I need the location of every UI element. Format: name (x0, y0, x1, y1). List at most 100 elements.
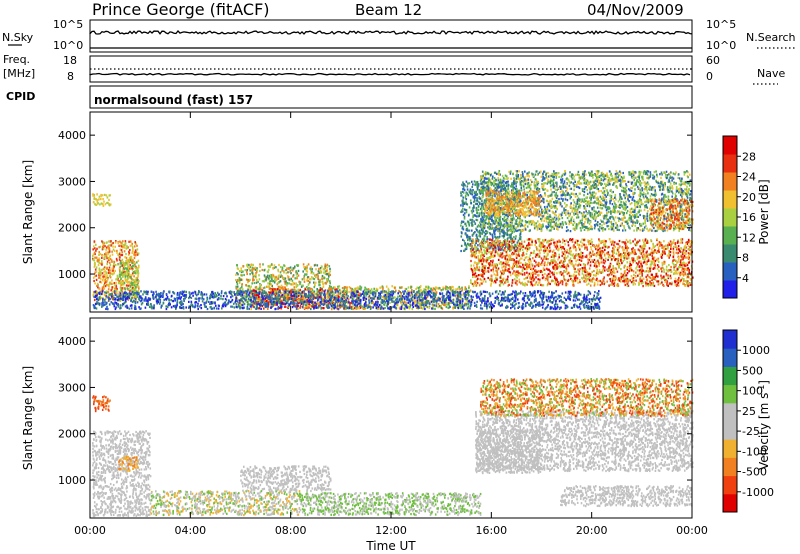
scatter-cell (96, 275, 98, 277)
scatter-cell (258, 298, 260, 300)
scatter-cell (287, 288, 289, 290)
scatter-cell (297, 265, 299, 267)
scatter-cell (483, 244, 485, 246)
scatter-cell (95, 269, 97, 271)
scatter-cell (465, 288, 467, 290)
scatter-cell (560, 282, 562, 284)
scatter-cell (368, 288, 370, 290)
scatter-cell (512, 265, 514, 267)
scatter-cell (107, 284, 109, 286)
scatter-cell (474, 180, 476, 182)
scatter-cell (445, 303, 447, 305)
scatter-cell (560, 266, 562, 268)
scatter-cell (102, 198, 104, 200)
scatter-cell (299, 289, 301, 291)
scatter-cell (689, 261, 691, 263)
scatter-cell (474, 223, 476, 225)
scatter-cell (602, 271, 604, 273)
scatter-cell (682, 242, 684, 244)
scatter-cell (364, 289, 366, 291)
scatter-cell (263, 308, 265, 310)
scatter-cell (640, 263, 642, 265)
scatter-cell (625, 247, 627, 249)
scatter-cell (458, 286, 460, 288)
scatter-cell (132, 248, 134, 250)
scatter-cell (512, 214, 514, 216)
scatter-cell (102, 194, 104, 196)
scatter-cell (129, 252, 131, 254)
scatter-cell (328, 275, 330, 277)
scatter-cell (530, 267, 532, 269)
scatter-cell (478, 269, 480, 271)
scatter-cell (364, 287, 366, 289)
scatter-cell (329, 274, 331, 276)
scatter-cell (484, 273, 486, 275)
scatter-cell (120, 266, 122, 268)
scatter-cell (347, 295, 349, 297)
scatter-cell (670, 275, 672, 277)
scatter-cell (103, 286, 105, 288)
scatter-cell (645, 276, 647, 278)
scatter-cell (596, 265, 598, 267)
scatter-cell (257, 301, 259, 303)
scatter-cell (129, 281, 131, 283)
scatter-cell (120, 254, 122, 256)
scatter-cell (595, 248, 597, 250)
scatter-cell (497, 239, 499, 241)
scatter-cell (285, 277, 287, 279)
scatter-cell (679, 242, 681, 244)
scatter-cell (345, 297, 347, 299)
scatter-cell (571, 260, 573, 262)
scatter-cell (446, 306, 448, 308)
scatter-cell (125, 253, 127, 255)
scatter-cell (132, 246, 134, 248)
scatter-cell (133, 262, 135, 264)
scatter-cell (109, 204, 111, 206)
scatter-cell (252, 264, 254, 266)
scatter-cell (481, 283, 483, 285)
scatter-cell (489, 238, 491, 240)
scatter-cell (473, 207, 475, 209)
scatter-cell (99, 196, 101, 198)
scatter-cell (487, 226, 489, 228)
scatter-cell (462, 202, 464, 204)
scatter-cell (134, 279, 136, 281)
scatter-cell (465, 193, 467, 195)
scatter-cell (594, 265, 596, 267)
scatter-cell (476, 209, 478, 211)
scatter-cell (432, 289, 434, 291)
scatter-cell (485, 281, 487, 283)
scatter-cell (296, 276, 298, 278)
scatter-cell (466, 225, 468, 227)
scatter-cell (484, 232, 486, 234)
scatter-cell (320, 289, 322, 291)
scatter-cell (124, 273, 126, 275)
scatter-cell (120, 242, 122, 244)
scatter-cell (494, 246, 496, 248)
scatter-cell (467, 243, 469, 245)
scatter-cell (587, 258, 589, 260)
scatter-cell (467, 238, 469, 240)
scatter-cell (126, 248, 128, 250)
scatter-cell (603, 244, 605, 246)
scatter-cell (477, 249, 479, 251)
scatter-cell (306, 279, 308, 281)
scatter-cell (558, 283, 560, 285)
scatter-cell (260, 288, 262, 290)
scatter-cell (538, 270, 540, 272)
scatter-cell (461, 235, 463, 237)
scatter-cell (101, 264, 103, 266)
scatter-cell (549, 263, 551, 265)
scatter-cell (96, 204, 98, 206)
scatter-cell (503, 235, 505, 237)
scatter-cell (650, 239, 652, 241)
scatter-cell (386, 286, 388, 288)
scatter-cell (589, 273, 591, 275)
scatter-cell (286, 284, 288, 286)
scatter-cell (500, 276, 502, 278)
scatter-cell (641, 271, 643, 273)
scatter-cell (282, 286, 284, 288)
scatter-cell (472, 219, 474, 221)
scatter-cell (121, 251, 123, 253)
scatter-cell (662, 262, 664, 264)
